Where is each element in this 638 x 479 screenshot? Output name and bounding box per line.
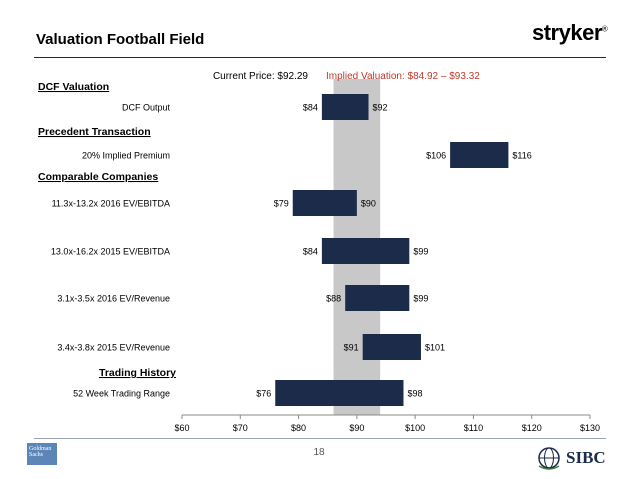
low-value-label: $76 [256,389,271,399]
high-value-label: $99 [413,247,428,257]
group-header: Precedent Transaction [38,126,151,138]
header-divider [34,57,606,58]
high-value-label: $90 [361,199,376,209]
high-value-label: $99 [413,294,428,304]
gs-logo-line-2: Sachs [29,452,43,458]
logo-text: stryker [532,20,602,45]
x-tick-label: $130 [580,423,600,433]
page-title: Valuation Football Field [36,31,205,48]
page-number: 18 [313,447,325,458]
low-value-label: $106 [426,151,446,161]
x-tick-label: $110 [464,423,483,433]
group-header: DCF Valuation [38,81,109,93]
low-value-label: $84 [303,103,318,113]
row-label: 52 Week Trading Range [73,389,170,399]
row-label: 13.0x-16.2x 2015 EV/EBITDA [51,247,170,257]
range-bar [321,238,410,264]
footer-divider [34,438,606,439]
implied-valuation-label: Implied Valuation: $84.92 – $93.32 [326,71,480,82]
row-label: 20% Implied Premium [82,151,170,161]
range-bar [292,190,357,216]
range-bar [362,334,421,360]
x-tick-label: $60 [174,423,189,433]
row-label: DCF Output [122,103,171,113]
high-value-label: $98 [407,389,422,399]
high-value-label: $116 [512,151,531,161]
stryker-logo: stryker® [532,20,608,46]
x-tick-label: $80 [291,423,306,433]
range-bar [345,285,410,311]
range-bar [275,380,404,406]
range-bar [321,94,369,120]
logo-mark: ® [601,24,608,34]
low-value-label: $79 [274,199,289,209]
x-tick-label: $90 [349,423,364,433]
sibc-logo: SIBC [536,445,606,471]
low-value-label: $84 [303,247,318,257]
low-value-label: $91 [344,343,359,353]
low-value-label: $88 [326,294,341,304]
sibc-logo-text: SIBC [566,448,606,467]
range-bar [450,142,509,168]
gs-logo-line-1: Goldman [29,446,52,452]
high-value-label: $101 [425,343,445,353]
high-value-label: $92 [373,103,388,113]
group-header: Comparable Companies [38,171,158,183]
x-tick-label: $100 [405,423,425,433]
x-tick-label: $120 [522,423,542,433]
row-label: 3.1x-3.5x 2016 EV/Revenue [57,294,170,304]
row-label: 3.4x-3.8x 2015 EV/Revenue [57,343,170,353]
x-tick-label: $70 [233,423,248,433]
current-price-label: Current Price: $92.29 [213,71,308,82]
goldman-sachs-logo: Goldman Sachs [27,443,57,465]
row-label: 11.3x-13.2x 2016 EV/EBITDA [52,199,170,209]
globe-icon [538,447,560,470]
group-header: Trading History [99,367,176,379]
